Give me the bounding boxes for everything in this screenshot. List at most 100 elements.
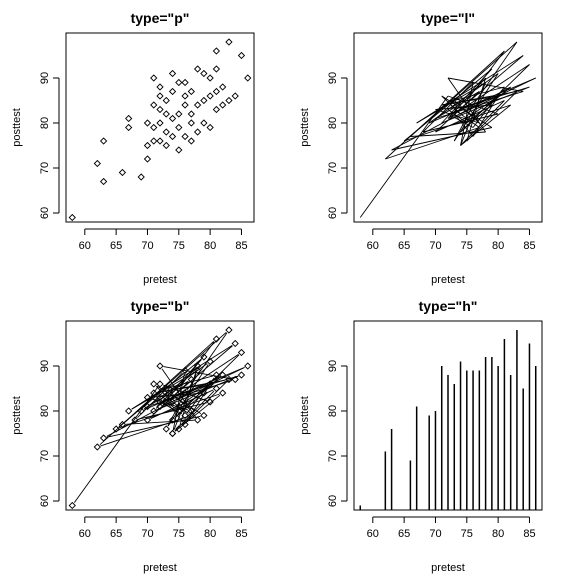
data-point (162, 96, 170, 105)
data-point (200, 411, 208, 420)
line-segment (410, 41, 518, 137)
data-point (200, 389, 208, 397)
plot-box (65, 320, 255, 511)
line-segment (106, 415, 201, 438)
y-axis-label: posttest (11, 396, 23, 435)
line-segment (447, 91, 480, 110)
data-point (162, 141, 170, 150)
data-point (231, 92, 239, 100)
line-segment (466, 95, 499, 119)
line-segment (453, 55, 524, 115)
x-tick-label: 60 (367, 528, 379, 540)
data-point (187, 119, 195, 127)
data-point (168, 132, 177, 141)
data-point (162, 384, 170, 393)
line-segment (169, 375, 214, 389)
x-tick-label: 65 (110, 240, 122, 252)
line-segment (403, 104, 511, 142)
data-point (237, 348, 246, 357)
data-point (162, 425, 170, 433)
data-point (137, 173, 145, 181)
panel-title: type="p" (131, 10, 190, 26)
line-segment (447, 77, 524, 92)
line-segment (454, 86, 505, 101)
data-point (175, 146, 183, 154)
y-tick-label: 70 (327, 450, 339, 462)
y-axis-label: posttest (299, 108, 311, 147)
data-point (168, 87, 177, 96)
data-point (175, 110, 183, 118)
y-tick-label: 80 (327, 405, 339, 417)
panel-l: type="l" 60 65 70 75 80 85 60 70 80 90 pretest postt… (299, 10, 543, 286)
data-point (193, 65, 202, 73)
x-tick-label: 85 (523, 240, 535, 252)
x-tick-label: 60 (79, 528, 91, 540)
data-point (181, 101, 189, 109)
data-point (118, 420, 127, 429)
line-segment (131, 371, 195, 410)
y-tick-label: 90 (39, 72, 51, 84)
y-tick-label: 60 (327, 207, 339, 219)
y-axis: 60 70 80 90 (39, 360, 60, 507)
y-tick-label: 60 (39, 207, 51, 219)
line-segment (144, 366, 245, 411)
data-point (212, 87, 221, 96)
data-point (187, 375, 195, 384)
data-point (118, 168, 127, 177)
data-point (193, 416, 202, 424)
data-point (156, 105, 164, 114)
x-tick-label: 80 (204, 528, 216, 540)
y-tick-label: 80 (39, 405, 51, 417)
panel-title: type="b" (131, 298, 190, 314)
line-segment (162, 368, 196, 405)
data-point (125, 123, 133, 132)
line-segment (447, 113, 474, 128)
data-point (175, 78, 183, 87)
line-segment (174, 394, 202, 419)
line-segment (435, 109, 480, 124)
y-axis-label: posttest (11, 108, 23, 147)
line-segment (466, 91, 518, 142)
data-point (112, 425, 120, 433)
x-axis-label: pretest (143, 274, 177, 286)
data-point (206, 380, 214, 388)
x-tick-label: 65 (398, 240, 410, 252)
y-tick-label: 70 (327, 162, 339, 174)
data-point (219, 101, 227, 109)
data-point (143, 402, 152, 411)
data-point (193, 101, 202, 109)
plot-box (353, 32, 543, 223)
data-point (99, 137, 108, 145)
y-axis: 60 70 80 90 (327, 360, 348, 507)
data-point (181, 389, 189, 397)
data-point (125, 407, 133, 415)
data-point (168, 114, 177, 123)
data-point (225, 375, 233, 384)
data-point (162, 393, 170, 402)
y-tick-label: 70 (39, 450, 51, 462)
data-point (212, 47, 221, 55)
data-point (143, 416, 152, 424)
line-segment (155, 386, 171, 400)
line-segment (124, 331, 227, 423)
data-point (206, 74, 214, 82)
line-segment (472, 95, 499, 137)
line-segment (385, 127, 480, 160)
x-axis: 60 65 70 75 80 85 (79, 228, 248, 252)
data-point (143, 393, 152, 402)
x-axis: 60 65 70 75 80 85 (367, 228, 536, 252)
data-point (150, 407, 158, 415)
x-tick-label: 60 (79, 240, 91, 252)
x-tick-label: 85 (523, 528, 535, 540)
data-point (156, 92, 164, 100)
x-tick-label: 75 (173, 528, 185, 540)
x-tick-label: 65 (398, 528, 410, 540)
data-point (93, 159, 101, 168)
data-point (143, 119, 152, 127)
data-point (181, 411, 189, 420)
data-point (150, 389, 158, 397)
x-axis-label: pretest (143, 562, 177, 574)
data-point (200, 119, 208, 127)
line-segment (416, 55, 524, 124)
